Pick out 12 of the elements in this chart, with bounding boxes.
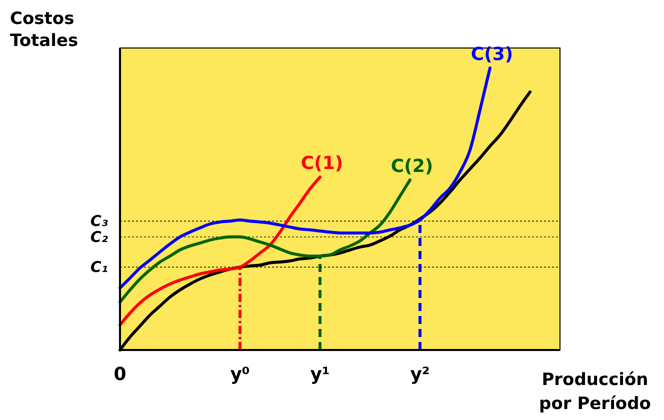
x-tick-label: y⁰ bbox=[230, 364, 250, 385]
x-tick-label: y² bbox=[410, 364, 430, 385]
y-axis-title: Costos Totales bbox=[10, 9, 78, 51]
ref-line-label: C₂ bbox=[90, 228, 108, 246]
series-label: C(2) bbox=[390, 156, 434, 177]
x-axis-title: Producción por Período bbox=[539, 370, 651, 414]
ref-line-label: C₃ bbox=[90, 212, 108, 230]
x-tick-label: y¹ bbox=[310, 364, 330, 385]
series-label: C(1) bbox=[300, 153, 344, 174]
x-tick-label: 0 bbox=[114, 364, 126, 385]
ref-line-label: C₁ bbox=[90, 258, 108, 276]
series-label: C(3) bbox=[470, 44, 514, 65]
